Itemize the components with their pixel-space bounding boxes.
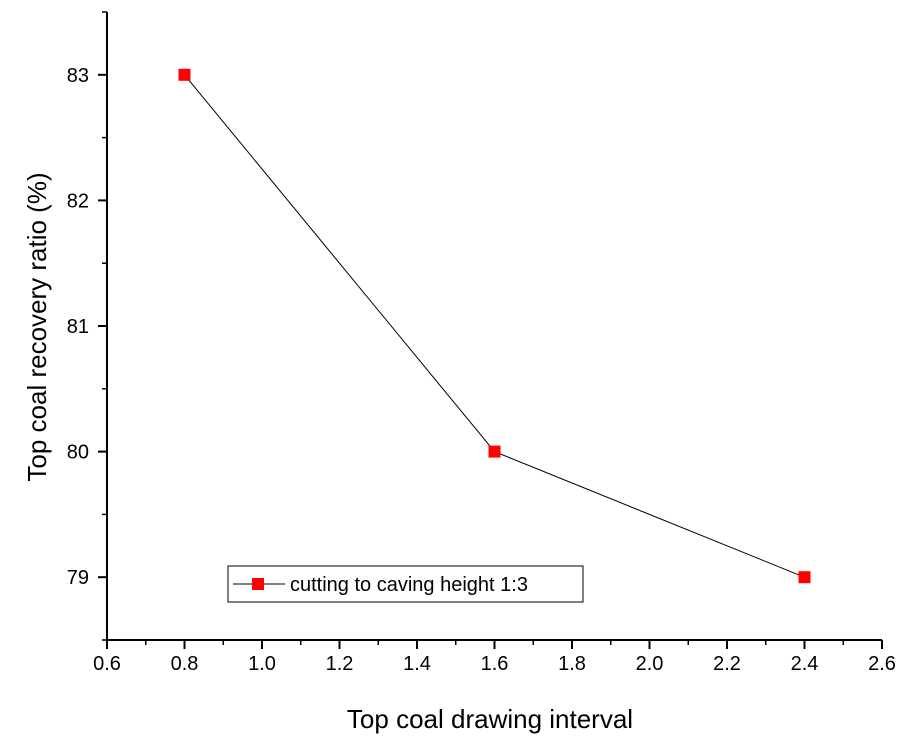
data-point: [178, 68, 191, 81]
x-tick-label: 1.0: [248, 653, 276, 675]
axes: 0.6 0.8 1.0 1.2 1.4 1.6 1.8 2.0 2.2 2.4 2.6 79 80 81 8…: [67, 11, 896, 675]
x-tick-label: 2.2: [713, 653, 741, 675]
y-tick-label: 79: [67, 567, 89, 589]
legend-box: [227, 565, 584, 603]
legend-marker: [252, 578, 264, 590]
y-tick-label: 80: [67, 442, 89, 464]
y-tick-label: 83: [67, 65, 89, 87]
x-tick-label: 2.4: [791, 653, 819, 675]
x-tick-label: 1.2: [326, 653, 354, 675]
x-tick-label: 1.4: [403, 653, 431, 675]
x-axis-title: Top coal drawing interval: [347, 704, 633, 734]
x-tick-label: 1.8: [558, 653, 586, 675]
series-layer: [178, 68, 811, 584]
data-point: [488, 445, 501, 458]
x-tick-label: 2.0: [636, 653, 664, 675]
y-tick-label: 81: [67, 316, 89, 338]
x-tick-label: 0.6: [93, 653, 121, 675]
y-tick-label: 82: [67, 190, 89, 212]
y-axis-title: Top coal recovery ratio (%): [22, 172, 52, 481]
legend-label: cutting to caving height 1:3: [290, 574, 528, 596]
x-tick-label: 0.8: [171, 653, 199, 675]
series-line: [184, 74, 805, 578]
data-point: [798, 571, 811, 584]
x-tick-label: 2.6: [868, 653, 896, 675]
x-tick-label: 1.6: [481, 653, 509, 675]
legend: cutting to caving height 1:3: [227, 565, 584, 603]
